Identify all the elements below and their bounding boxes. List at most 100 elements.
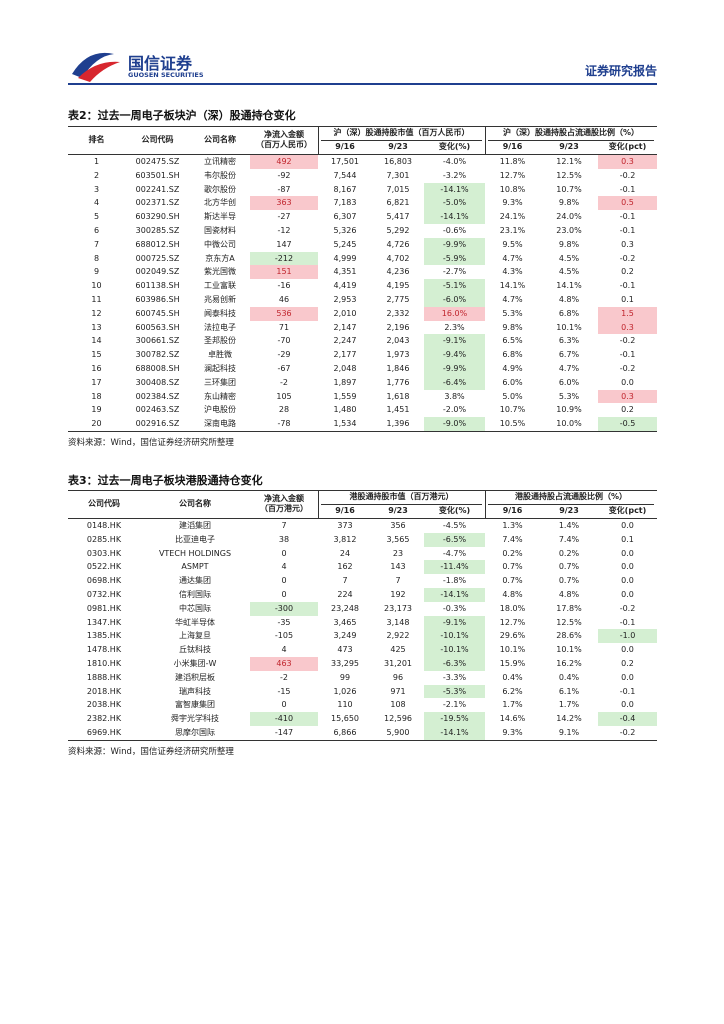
table-cell: 3,465 xyxy=(333,617,357,627)
rule xyxy=(318,127,319,154)
table-cell: 18.0% xyxy=(499,603,526,613)
table-cell: -0.2 xyxy=(619,728,636,737)
group-header: 沪（深）股通持股占流通股比例（%） xyxy=(502,128,639,137)
table-cell: 6.8% xyxy=(502,350,523,360)
table-cell: 瑞声科技 xyxy=(179,686,211,696)
sub-header: 9/23 xyxy=(388,142,408,151)
table-cell: 法拉电子 xyxy=(204,322,236,332)
table-cell: 0285.HK xyxy=(86,534,122,544)
table-cell: -15 xyxy=(277,686,291,696)
table-cell: 12,596 xyxy=(384,714,412,724)
table-cell: 7,183 xyxy=(333,198,357,208)
table-cell: -5.0% xyxy=(424,196,485,211)
table-cell: -10.1% xyxy=(424,629,485,644)
table-cell: 7 xyxy=(93,239,100,249)
sub-header: 9/16 xyxy=(335,506,355,515)
table-cell: 京东方A xyxy=(205,253,235,263)
sub-header: 变化(pct) xyxy=(608,142,647,151)
table-cell: -6.5% xyxy=(424,532,485,547)
table-cell: -2 xyxy=(280,672,288,682)
table-cell: 0 xyxy=(281,548,287,558)
table-cell: -12 xyxy=(277,226,291,235)
table-cell: 4.5% xyxy=(558,253,580,263)
table-cell: 0698.HK xyxy=(86,576,122,586)
table-cell: -14.1% xyxy=(424,210,485,224)
table-cell: 9 xyxy=(93,267,100,277)
table-cell: 5.3% xyxy=(558,391,580,401)
table-cell: 通达集团 xyxy=(179,576,211,586)
table-cell: 17,501 xyxy=(331,157,359,166)
table-cell: 6,866 xyxy=(333,728,357,737)
table-cell: 3 xyxy=(93,184,100,194)
table-cell: 600563.SH xyxy=(135,322,180,332)
table-cell: 1888.HK xyxy=(86,672,122,682)
sub-header: 9/16 xyxy=(502,506,523,515)
table-cell: -11.4% xyxy=(424,560,485,575)
table-cell: 4.7% xyxy=(502,295,523,304)
table-cell: -0.1 xyxy=(619,350,636,360)
table-cell: 信利国际 xyxy=(179,590,211,599)
table-cell: -6.3% xyxy=(424,657,485,671)
table-cell: 10.7% xyxy=(556,184,582,194)
rule xyxy=(68,739,657,741)
table-cell: 12.7% xyxy=(499,170,526,180)
table-cell: 9.8% xyxy=(558,239,580,249)
table-cell: 1.5 xyxy=(598,306,657,321)
table-cell: 0.0 xyxy=(621,377,634,387)
table-cell: 0.7% xyxy=(502,562,523,572)
table-cell: 99 xyxy=(339,672,351,682)
table-cell: 10.9% xyxy=(556,405,582,415)
table-cell: 3.8% xyxy=(444,391,465,401)
table-cell: 9.1% xyxy=(558,728,580,737)
table-cell: 688012.SH xyxy=(135,239,180,249)
table-cell: 29.6% xyxy=(499,631,526,641)
table-cell: 6,821 xyxy=(386,198,410,208)
table-cell: 14.6% xyxy=(499,714,526,724)
table-cell: 600745.SH xyxy=(135,308,180,318)
table-cell: 6.0% xyxy=(558,377,580,387)
sub-header: 9/16 xyxy=(502,142,523,151)
table-cell: 5 xyxy=(93,212,100,222)
table-cell: 14.1% xyxy=(556,281,582,291)
table-cell: 24 xyxy=(339,548,351,558)
table-cell: 20 xyxy=(91,419,102,429)
table-cell: 0.0 xyxy=(621,562,634,572)
column-header: 净流入金额 （百万人民币） xyxy=(256,130,312,149)
table-cell: -0.2 xyxy=(619,364,636,373)
table-cell: -5.9% xyxy=(424,251,485,266)
table-cell: 2,010 xyxy=(333,308,357,318)
table-cell: 1,026 xyxy=(333,686,357,696)
table-cell: 10 xyxy=(91,281,102,291)
table-cell: 162 xyxy=(337,562,353,572)
table-cell: -2 xyxy=(280,377,288,387)
table-cell: 10.1% xyxy=(499,645,526,655)
table-cell: ASMPT xyxy=(181,562,209,572)
table-cell: 11 xyxy=(91,295,102,304)
table-cell: 7.4% xyxy=(502,534,523,544)
table-cell: 4,351 xyxy=(333,267,357,277)
table-cell: 18 xyxy=(91,391,102,401)
table-cell: 2,247 xyxy=(333,336,357,346)
table-cell: 2382.HK xyxy=(86,714,122,724)
table-cell: 4 xyxy=(93,198,100,208)
logo-icon xyxy=(72,52,120,82)
rule xyxy=(321,140,482,141)
table-cell: -4.5% xyxy=(442,521,467,530)
sub-header: 变化(%) xyxy=(438,506,471,515)
table-cell: 丘钛科技 xyxy=(179,645,211,655)
table-cell: 比亚迪电子 xyxy=(175,534,215,544)
table-cell: 建滔积层板 xyxy=(175,672,215,682)
table-cell: 300408.SZ xyxy=(135,377,180,387)
column-header: 公司名称 xyxy=(204,135,236,144)
table-cell: 16.0% xyxy=(424,306,485,321)
table-cell: -0.1 xyxy=(619,617,636,627)
column-header: 公司名称 xyxy=(179,499,211,508)
table-cell: 思摩尔国际 xyxy=(175,728,215,737)
table-cell: 中微公司 xyxy=(204,239,236,249)
table-cell: 0148.HK xyxy=(86,521,122,530)
table-cell: -5.3% xyxy=(424,684,485,699)
table-cell: 东山精密 xyxy=(204,391,236,401)
table-cell: 0.0 xyxy=(621,521,634,530)
table-cell: 4,195 xyxy=(386,281,410,291)
table-cell: -3.3% xyxy=(442,672,467,682)
